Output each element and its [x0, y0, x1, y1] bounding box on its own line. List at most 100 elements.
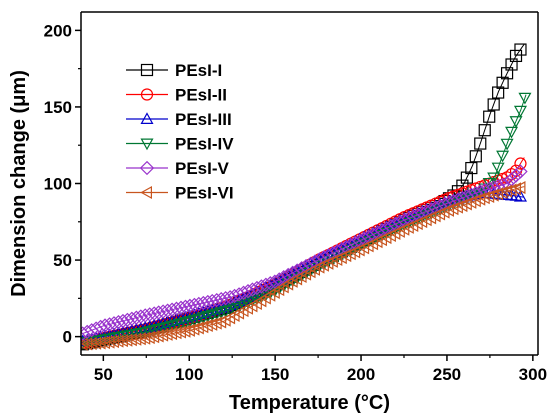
x-tick-label: 250	[433, 365, 461, 384]
legend-item-pesi-ii: PEsI-II	[126, 86, 227, 105]
data-point	[451, 200, 463, 214]
legend-marker	[140, 185, 152, 200]
data-point	[478, 124, 491, 137]
legend-item-pesi-i: PEsI-I	[126, 61, 222, 80]
data-point	[183, 323, 195, 337]
data-point	[505, 58, 518, 71]
data-point	[192, 321, 204, 335]
data-point	[81, 334, 90, 347]
x-tick-label: 150	[261, 365, 289, 384]
data-point	[500, 67, 514, 80]
data-point	[460, 171, 473, 184]
data-point	[160, 303, 175, 318]
series-line	[82, 94, 527, 344]
legend-item-pesi-iii: PEsI-III	[126, 110, 232, 129]
data-point	[205, 293, 220, 309]
data-point	[151, 329, 164, 343]
legend-label: PEsI-V	[175, 159, 230, 178]
legend-marker	[140, 138, 154, 151]
data-point	[446, 202, 459, 216]
plot-area	[81, 43, 532, 351]
data-point	[455, 199, 468, 213]
x-tick-label: 200	[347, 365, 375, 384]
series-line	[82, 167, 525, 335]
data-point	[138, 331, 151, 345]
data-point	[174, 325, 186, 339]
data-point	[496, 150, 510, 163]
legend-label: PEsI-I	[175, 61, 222, 80]
data-point	[496, 76, 509, 89]
y-tick-label: 100	[44, 175, 72, 194]
data-point	[508, 168, 524, 183]
data-point	[442, 203, 455, 217]
data-point	[102, 317, 117, 332]
legend-marker	[139, 160, 155, 176]
data-point	[218, 291, 233, 306]
legend-label: PEsI-VI	[175, 184, 234, 203]
data-point	[509, 182, 522, 196]
legend-label: PEsI-IV	[175, 135, 234, 154]
y-tick-label: 150	[44, 98, 72, 117]
data-point	[514, 43, 527, 56]
data-point	[473, 192, 486, 206]
x-tick-label: 50	[94, 365, 113, 384]
data-point	[460, 197, 472, 211]
data-point	[500, 138, 514, 151]
legend-marker	[140, 88, 154, 101]
data-point	[111, 314, 126, 330]
data-point	[155, 304, 171, 319]
data-point	[178, 299, 193, 314]
data-point	[164, 302, 180, 317]
data-point	[147, 330, 160, 344]
data-point	[518, 92, 532, 105]
data-point	[124, 311, 140, 326]
y-axis-title: Dimension change (μm)	[8, 70, 30, 297]
y-tick-label: 50	[53, 251, 72, 270]
data-point	[196, 295, 211, 311]
data-point	[491, 162, 505, 175]
series-pesi-vi	[81, 181, 526, 351]
data-point	[106, 316, 122, 331]
data-point	[133, 309, 148, 324]
data-point	[513, 105, 527, 118]
legend-item-pesi-iv: PEsI-IV	[126, 135, 234, 154]
x-tick-label: 300	[519, 365, 547, 384]
legend-label: PEsI-III	[175, 110, 232, 129]
data-point	[487, 98, 500, 111]
data-point	[173, 300, 189, 315]
data-point	[478, 191, 490, 205]
data-point	[209, 292, 224, 308]
data-point	[115, 313, 131, 329]
data-point	[138, 308, 153, 323]
data-point	[495, 185, 508, 200]
data-point	[474, 137, 487, 150]
data-point	[486, 188, 499, 202]
data-point	[97, 318, 113, 333]
legend-item-pesi-vi: PEsI-VI	[126, 184, 234, 203]
data-point	[483, 110, 496, 123]
legend-label: PEsI-II	[175, 86, 227, 105]
data-point	[142, 331, 155, 345]
data-point	[156, 328, 169, 342]
x-tick-label: 100	[175, 365, 203, 384]
data-point	[509, 116, 523, 128]
data-point	[492, 86, 505, 99]
data-point	[187, 297, 202, 313]
data-point	[120, 312, 135, 328]
data-point	[214, 315, 227, 329]
data-point	[151, 305, 166, 320]
legend-item-pesi-v: PEsI-V	[126, 159, 230, 178]
data-point	[200, 294, 215, 310]
data-point	[491, 187, 504, 201]
legend: PEsI-I PEsI-II PEsI-III PEsI-IV PEsI-V PEsI-V…	[126, 61, 234, 203]
data-point	[178, 324, 191, 338]
data-point	[187, 322, 200, 336]
data-point	[182, 298, 198, 314]
data-point	[191, 296, 207, 312]
data-point	[437, 205, 450, 219]
axes: 50 100 150 200 250 300 0 50 100 150 200	[44, 11, 547, 384]
data-point	[147, 306, 162, 321]
data-point	[142, 307, 157, 322]
data-point	[169, 326, 182, 340]
